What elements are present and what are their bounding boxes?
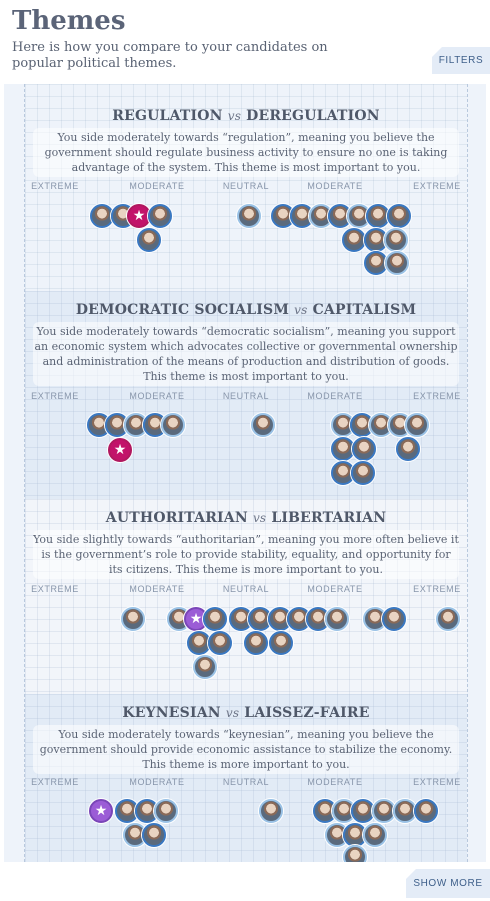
themes-header: Themes Here is how you compare to your c… — [0, 0, 490, 82]
candidate-avatar[interactable] — [384, 228, 408, 252]
page-title: Themes — [12, 6, 126, 36]
candidate-avatar[interactable] — [351, 461, 375, 485]
candidate-positions: ★ — [25, 84, 467, 291]
candidate-avatar[interactable] — [351, 799, 375, 823]
theme-description: You side moderately towards “keynesian”,… — [33, 725, 459, 774]
star-icon: ★ — [132, 208, 146, 224]
candidate-avatar[interactable] — [309, 204, 333, 228]
candidate-avatar[interactable] — [137, 228, 161, 252]
axis-label-moderate-left: MODERATE — [129, 777, 185, 787]
axis-label-extreme-left: EXTREME — [31, 777, 79, 787]
candidate-avatar[interactable] — [363, 823, 387, 847]
axis-label-neutral: NEUTRAL — [222, 391, 270, 401]
candidate-avatar[interactable] — [387, 204, 411, 228]
axis-label-moderate-right: MODERATE — [307, 777, 363, 787]
theme-left-label: DEMOCRATIC SOCIALISM — [75, 302, 290, 318]
theme-left-label: KEYNESIAN — [122, 705, 221, 721]
candidate-avatar[interactable] — [352, 437, 376, 461]
candidate-avatar[interactable] — [244, 631, 268, 655]
candidate-avatar[interactable] — [325, 607, 349, 631]
theme-title: REGULATION vs DEREGULATION — [25, 108, 467, 124]
candidate-avatar[interactable] — [154, 799, 178, 823]
axis-label-moderate-left: MODERATE — [129, 584, 185, 594]
theme-description: You side slightly towards “authoritarian… — [33, 530, 459, 579]
axis-label-extreme-right: EXTREME — [413, 777, 461, 787]
themes-grid: REGULATION vs DEREGULATION You side mode… — [24, 84, 468, 862]
axis-label-extreme-left: EXTREME — [31, 584, 79, 594]
axis-label-extreme-left: EXTREME — [31, 391, 79, 401]
candidate-avatar[interactable] — [271, 204, 295, 228]
axis-label-extreme-left: EXTREME — [31, 181, 79, 191]
theme-authoritarian: AUTHORITARIAN vs LIBERTARIAN You side sl… — [25, 499, 467, 694]
theme-right-label: LAISSEZ-FAIRE — [244, 705, 370, 721]
theme-left-label: AUTHORITARIAN — [105, 510, 248, 526]
theme-democratic-socialism: DEMOCRATIC SOCIALISM vs CAPITALISM You s… — [25, 291, 467, 499]
theme-axis: EXTREME MODERATE NEUTRAL MODERATE EXTREM… — [25, 584, 467, 596]
candidate-avatar[interactable] — [382, 607, 406, 631]
candidate-avatar[interactable] — [436, 607, 460, 631]
theme-vs: vs — [225, 706, 240, 720]
theme-title: DEMOCRATIC SOCIALISM vs CAPITALISM — [25, 302, 467, 318]
theme-vs: vs — [252, 511, 267, 525]
filters-button[interactable]: FILTERS — [432, 47, 490, 74]
candidate-avatar[interactable] — [251, 413, 275, 437]
star-icon: ★ — [113, 442, 127, 458]
axis-label-extreme-right: EXTREME — [413, 391, 461, 401]
star-icon: ★ — [94, 803, 108, 819]
axis-label-extreme-right: EXTREME — [413, 584, 461, 594]
you-marker[interactable]: ★ — [89, 799, 113, 823]
theme-title: KEYNESIAN vs LAISSEZ-FAIRE — [25, 705, 467, 721]
candidate-avatar[interactable] — [161, 413, 185, 437]
themes-footer: SHOW MORE — [0, 862, 490, 901]
candidate-avatar[interactable] — [342, 228, 366, 252]
candidate-avatar[interactable] — [142, 823, 166, 847]
candidate-positions: ★ — [25, 499, 467, 694]
axis-label-extreme-right: EXTREME — [413, 181, 461, 191]
star-icon: ★ — [189, 611, 203, 627]
theme-axis: EXTREME MODERATE NEUTRAL MODERATE EXTREM… — [25, 181, 467, 193]
candidate-avatar[interactable] — [405, 413, 429, 437]
candidate-avatar[interactable] — [208, 631, 232, 655]
candidate-avatar[interactable] — [193, 655, 217, 679]
candidate-avatar[interactable] — [269, 631, 293, 655]
candidate-avatar[interactable] — [203, 607, 227, 631]
theme-right-label: DEREGULATION — [246, 108, 380, 124]
axis-label-moderate-left: MODERATE — [129, 181, 185, 191]
candidate-avatar[interactable] — [121, 607, 145, 631]
theme-regulation: REGULATION vs DEREGULATION You side mode… — [25, 84, 467, 291]
theme-left-label: REGULATION — [112, 108, 223, 124]
theme-vs: vs — [227, 109, 242, 123]
axis-label-neutral: NEUTRAL — [222, 777, 270, 787]
candidate-positions: ★ — [25, 694, 467, 862]
theme-right-label: CAPITALISM — [312, 302, 417, 318]
theme-axis: EXTREME MODERATE NEUTRAL MODERATE EXTREM… — [25, 777, 467, 789]
theme-description: You side moderately towards “democratic … — [33, 322, 459, 386]
candidate-avatar[interactable] — [259, 799, 283, 823]
candidate-avatar[interactable] — [396, 437, 420, 461]
candidate-positions: ★ — [25, 291, 467, 499]
candidate-avatar[interactable] — [148, 204, 172, 228]
theme-title: AUTHORITARIAN vs LIBERTARIAN — [25, 510, 467, 526]
candidate-avatar[interactable] — [414, 799, 438, 823]
theme-description: You side moderately towards “regulation”… — [33, 128, 459, 177]
axis-label-moderate-left: MODERATE — [129, 391, 185, 401]
axis-label-moderate-right: MODERATE — [307, 391, 363, 401]
theme-right-label: LIBERTARIAN — [271, 510, 387, 526]
theme-vs: vs — [294, 303, 308, 317]
axis-label-moderate-right: MODERATE — [307, 181, 363, 191]
theme-axis: EXTREME MODERATE NEUTRAL MODERATE EXTREM… — [25, 391, 467, 403]
candidate-avatar[interactable] — [237, 204, 261, 228]
themes-panel: REGULATION vs DEREGULATION You side mode… — [4, 84, 486, 862]
you-marker[interactable]: ★ — [108, 438, 132, 462]
candidate-avatar[interactable] — [385, 251, 409, 275]
page-subtitle: Here is how you compare to your candidat… — [12, 40, 328, 71]
axis-label-neutral: NEUTRAL — [222, 584, 270, 594]
axis-label-neutral: NEUTRAL — [222, 181, 270, 191]
show-more-button[interactable]: SHOW MORE — [406, 869, 490, 898]
theme-keynesian: KEYNESIAN vs LAISSEZ-FAIRE You side mode… — [25, 694, 467, 862]
axis-label-moderate-right: MODERATE — [307, 584, 363, 594]
candidate-avatar[interactable] — [343, 845, 367, 862]
